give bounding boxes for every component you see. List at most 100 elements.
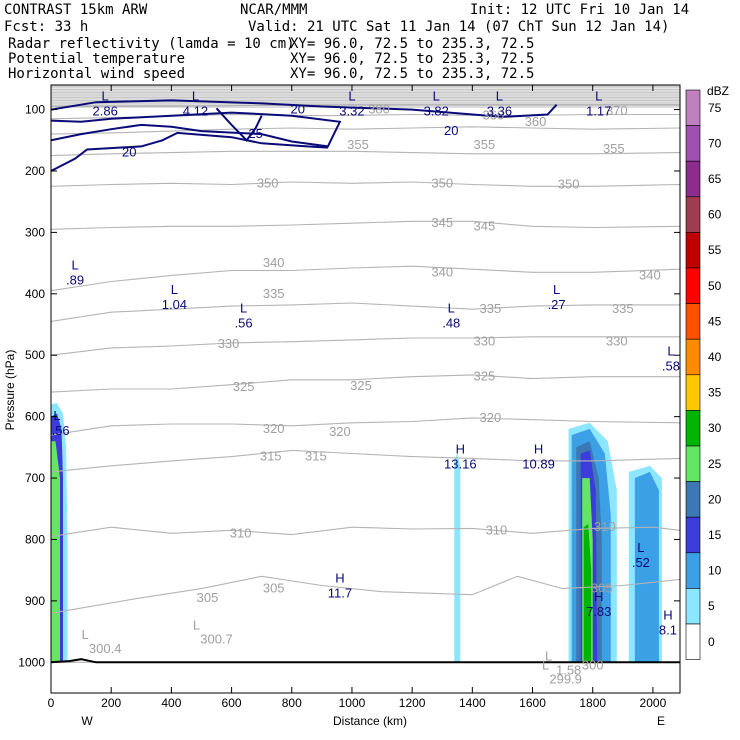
theta-contour-350 (51, 181, 680, 187)
wind-extremum-high: H10.89 (522, 442, 555, 472)
colorbar-swatch-15 (685, 516, 701, 554)
theta-contour-355 (51, 150, 680, 157)
forecast-hour: Fcst: 33 h (4, 19, 88, 35)
wind-label: 25 (248, 126, 262, 141)
extremum-kind: H (456, 442, 465, 457)
extremum-value: .89 (66, 272, 84, 287)
wind-label: 20 (122, 145, 136, 160)
theta-label: 355 (347, 137, 369, 152)
y-tick-label: 800 (25, 532, 45, 546)
field-legend: Radar reflectivity (lamda = 10 cm) XY= 9… (8, 36, 534, 82)
extremum-value: 2.86 (93, 103, 118, 118)
contour-labels: 370 380 360 360 355 355 355 350 350 350 345 345 340 3… (51, 88, 680, 687)
extremum-value: 11.7 (328, 586, 352, 601)
x-tick-label: 400 (161, 696, 181, 710)
wind-extremum-low: L.48 (442, 300, 460, 330)
wind-extremum-low: L7.56 (51, 408, 70, 438)
extremum-kind: L (545, 648, 552, 663)
colorbar-swatch-75 (685, 89, 701, 126)
theta-contour-330 (51, 336, 680, 356)
colorbar-swatch-45 (685, 303, 701, 340)
wind-extremum-high: H13.16 (444, 442, 477, 472)
colorbar-swatch-35 (685, 374, 701, 411)
y-tick-label: 900 (25, 594, 45, 608)
theta-label: 350 (431, 175, 453, 190)
theta-label: 305 (591, 581, 613, 596)
theta-label: 315 (260, 449, 282, 464)
extremum-kind: L (595, 88, 602, 103)
theta-label: 355 (474, 137, 496, 152)
colorbar-swatch-60 (685, 196, 701, 233)
wind-extremum-low: L1.04 (162, 282, 187, 312)
field-reflectivity-xy: XY= 96.0, 72.5 to 235.3, 72.5 (290, 36, 534, 52)
extremum-value: .58 (662, 358, 680, 373)
theta-contour-380 (51, 104, 680, 108)
x-tick-label: 1000 (339, 696, 366, 710)
colorbar-swatch-65 (685, 160, 701, 198)
x-axis-label: Distance (km) (333, 714, 407, 728)
wind-extremum-low: L3.36 (487, 88, 512, 118)
extremum-kind: L (496, 88, 503, 103)
theta-label: 310 (230, 525, 252, 540)
terrain-surface (51, 658, 680, 664)
extremum-kind: L (171, 282, 178, 297)
extremum-value: 10.89 (522, 457, 555, 472)
extremum-value: 3.32 (339, 103, 364, 118)
colorbar-swatch-10 (685, 552, 701, 589)
valid-time: Valid: 21 UTC Sat 11 Jan 14 (07 ChT Sun … (248, 19, 669, 35)
extremum-kind: L (53, 408, 60, 423)
colorbar-label: 50 (708, 279, 722, 293)
reflectivity-cell-25dbz (54, 478, 60, 663)
colorbar-label: 70 (708, 136, 722, 150)
wind-contour-25 (215, 107, 263, 142)
extremum-value: 7.83 (586, 604, 611, 619)
colorbar-label: 45 (708, 314, 722, 328)
colorbar-label: 30 (708, 421, 722, 435)
extremum-kind: H (594, 589, 603, 604)
theta-label: 355 (603, 141, 625, 156)
plot-area: 370 380 360 360 355 355 355 350 350 350 345 345 340 3… (51, 85, 680, 693)
wind-extremum-high: H7.83 (586, 589, 611, 619)
west-label: W (81, 714, 93, 728)
extremum-value: 13.16 (444, 457, 477, 472)
theta-label: 340 (431, 264, 453, 279)
field-theta-xy: XY= 96.0, 72.5 to 235.3, 72.5 (290, 51, 534, 67)
extremum-value: 1.04 (162, 297, 187, 312)
field-theta-name: Potential temperature (8, 51, 185, 67)
theta-label: 325 (233, 379, 255, 394)
extremum-kind: L (240, 300, 247, 315)
theta-label: 345 (431, 215, 453, 230)
theta-label: 305 (263, 581, 285, 596)
extremum-kind: L (637, 540, 644, 555)
y-tick-label: 1000 (18, 655, 45, 669)
theta-label: 305 (197, 590, 219, 605)
wind-extremum-low: L.56 (235, 300, 253, 330)
extremum-value: .56 (235, 315, 253, 330)
extremum-kind: L (102, 88, 109, 103)
colorbar-label: 5 (708, 599, 715, 613)
theta-label: 310 (594, 519, 616, 534)
x-tick-label: 1400 (459, 696, 486, 710)
extremum-value: 300.4 (89, 641, 122, 656)
theta-contour-360 (51, 126, 680, 135)
theta-label: 300 (582, 657, 604, 672)
extremum-value: 3.82 (424, 103, 449, 118)
colorbar-swatch-20 (685, 481, 701, 518)
terrain-line (51, 658, 680, 664)
extremum-kind: L (553, 282, 560, 297)
colorbar-label: 60 (708, 208, 722, 222)
colorbar-label: 25 (708, 457, 722, 471)
colorbar-label: 15 (708, 528, 722, 542)
theta-contour-320 (51, 417, 680, 436)
theta-label: 330 (474, 334, 496, 349)
colorbar-label: 10 (708, 564, 722, 578)
extremum-value: .27 (548, 297, 566, 312)
axes: 0 200 400 600 800 1000 1200 1400 1600 1800 2000 100… (18, 85, 680, 710)
wind-extremum-low: L.52 (632, 540, 650, 570)
wind-extremum-low: L.58 (662, 343, 680, 373)
theta-label: 320 (329, 424, 351, 439)
theta-contour-335 (51, 302, 680, 322)
